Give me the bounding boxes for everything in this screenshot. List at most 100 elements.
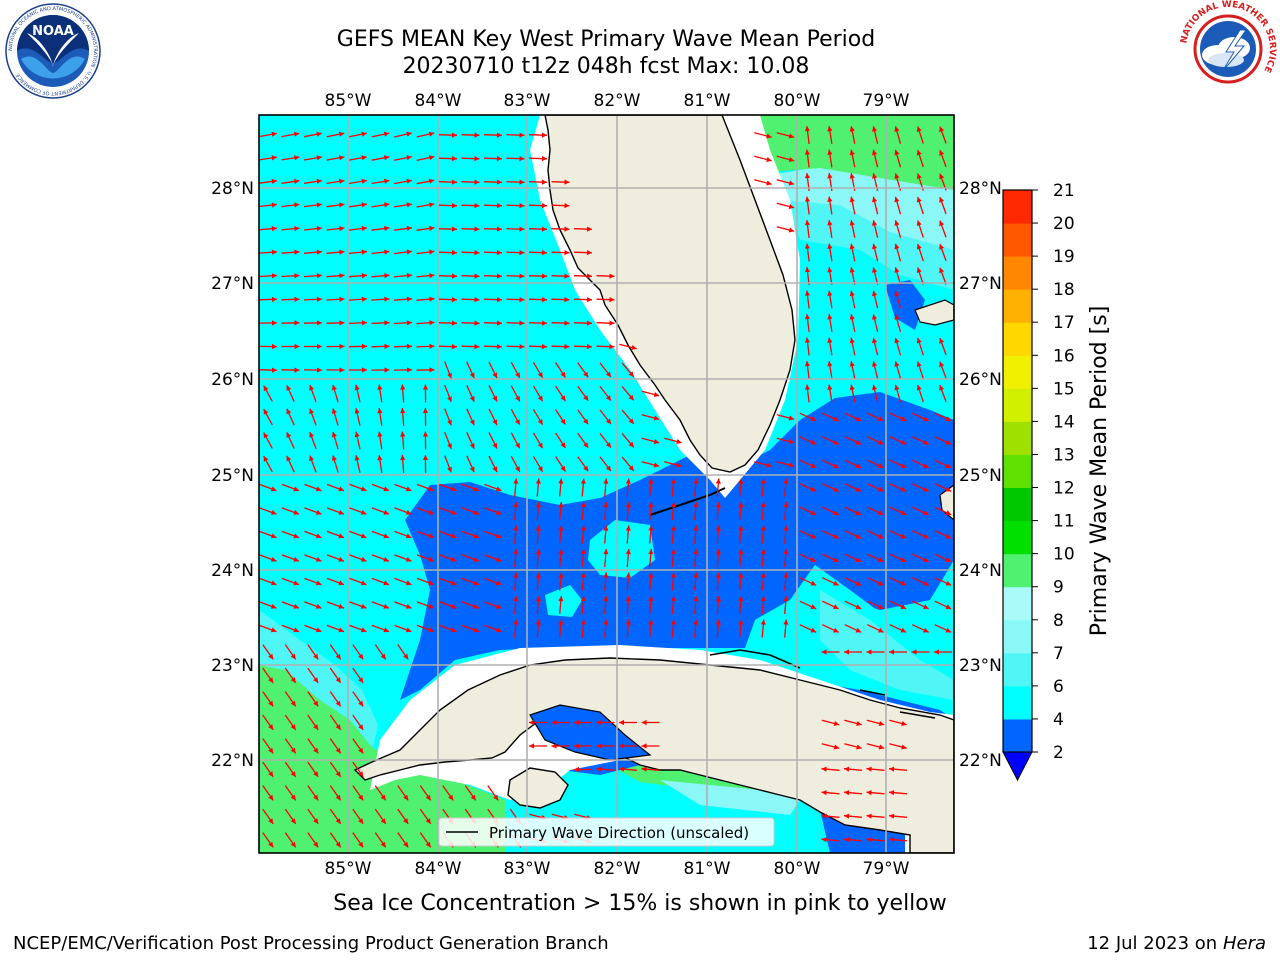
wave-arrow-head [335, 724, 341, 730]
wave-arrow-head [827, 290, 833, 296]
lat-label-right: 27°N [959, 274, 1002, 294]
wave-arrow-head [609, 273, 615, 279]
noaa-logo-text: NOAA [32, 24, 74, 39]
wave-arrow-head [625, 572, 631, 578]
wave-arrow-head [473, 509, 479, 515]
wave-arrow-head [358, 771, 364, 777]
period-field-6-7-northeast [780, 200, 954, 290]
wave-arrow-head [855, 580, 862, 586]
wave-arrow-head [272, 343, 277, 350]
wave-arrow-head [653, 415, 660, 421]
wave-arrow-head [603, 525, 609, 531]
wave-arrow-head [648, 619, 654, 625]
wave-arrow-head [268, 653, 274, 660]
wave-arrow-head [939, 267, 945, 274]
colorbar-tick-label: 17 [1053, 313, 1075, 333]
wave-arrow-head [878, 627, 884, 633]
wave-arrow-head [827, 243, 833, 249]
wave-arrow-head [383, 603, 389, 609]
wave-arrow-head [496, 179, 502, 185]
colorbar-segment [1003, 190, 1032, 224]
wave-arrow-head [866, 813, 872, 819]
lon-label-bottom: 79°W [863, 859, 910, 879]
wave-arrow-head [315, 533, 322, 539]
period-field-4-6-patch-2 [545, 585, 582, 617]
wave-arrow-head [535, 596, 541, 602]
wave-arrow-head [670, 572, 676, 578]
wave-arrow-head [693, 478, 699, 484]
wave-arrow-head [290, 794, 296, 801]
wave-arrow-head [519, 179, 525, 185]
wave-arrow-head [496, 132, 502, 138]
wave-arrow-head [405, 603, 412, 609]
wave-arrow-head [827, 196, 833, 202]
map-area [259, 115, 954, 853]
wave-arrow-head [628, 418, 634, 424]
wave-arrow-head [290, 677, 296, 683]
colorbar-tick-label: 12 [1053, 479, 1075, 499]
wave-arrow-head [625, 549, 631, 555]
wave-arrow-head [384, 178, 390, 184]
lat-label-right: 26°N [959, 370, 1002, 390]
period-field-6-7-east [820, 590, 954, 700]
wave-arrow-head [760, 525, 766, 531]
wave-arrow-head [360, 580, 367, 586]
wave-arrow-head [605, 442, 611, 448]
wave-arrow-head [384, 296, 390, 302]
wave-arrow-head [384, 202, 390, 208]
wave-arrow-head [900, 439, 907, 445]
wave-arrow-head [827, 384, 833, 390]
wave-arrow-head [513, 549, 519, 555]
wave-arrow-head [878, 439, 884, 445]
wave-arrow-head [911, 649, 917, 655]
wave-arrow-head [513, 525, 519, 531]
wave-arrow-head [939, 361, 945, 368]
wave-arrow-head [855, 533, 862, 539]
wave-arrow-head [760, 572, 766, 578]
wave-arrow-head [580, 549, 586, 555]
wave-arrow-head [738, 596, 744, 602]
wave-arrow-head [804, 173, 811, 179]
wave-arrow-head [354, 455, 360, 461]
wave-arrow-head [872, 126, 878, 132]
wave-arrow-head [628, 394, 634, 401]
wave-arrow-head [810, 439, 817, 445]
wave-arrow-head [901, 744, 907, 750]
wave-arrow-head [519, 226, 525, 232]
wave-arrow-head [670, 478, 676, 484]
wave-arrow-head [515, 466, 520, 472]
wave-arrow-head [493, 794, 499, 801]
colorbar-outline [1002, 189, 1033, 753]
wave-arrow-head [271, 131, 277, 137]
wave-arrow-head [405, 580, 412, 586]
wave-arrow-head [354, 384, 360, 391]
wave-arrow-head [693, 596, 699, 602]
wave-arrow-head [286, 455, 292, 462]
wave-arrow-head [760, 619, 766, 625]
wave-arrow-head [625, 596, 631, 602]
wave-arrow-head [648, 596, 654, 602]
wave-arrow-head [580, 619, 586, 625]
wave-arrow-head [339, 343, 345, 350]
wave-arrow-head [474, 320, 480, 326]
wave-arrow-head [783, 549, 789, 555]
wave-arrow-head [406, 343, 412, 349]
wave-arrow-head [428, 627, 434, 633]
wave-arrow-head [268, 794, 274, 801]
wave-arrow-head [866, 837, 872, 843]
wave-arrow-head [894, 290, 900, 297]
wave-arrow-head [405, 486, 412, 492]
wave-arrow-head [827, 149, 833, 155]
wave-arrow-head [596, 766, 602, 772]
wave-arrow-head [804, 384, 811, 390]
wave-arrow-head [400, 384, 406, 390]
wave-arrow-head [833, 416, 839, 421]
wave-arrow-head [474, 250, 480, 256]
wave-arrow-head [783, 619, 789, 625]
wave-arrow-head [294, 320, 300, 326]
wave-arrow-head [338, 131, 345, 137]
wave-arrow-head [619, 766, 625, 772]
wave-arrow-head [788, 439, 795, 444]
wave-arrow-head [358, 700, 364, 707]
wave-arrow-head [428, 486, 434, 492]
